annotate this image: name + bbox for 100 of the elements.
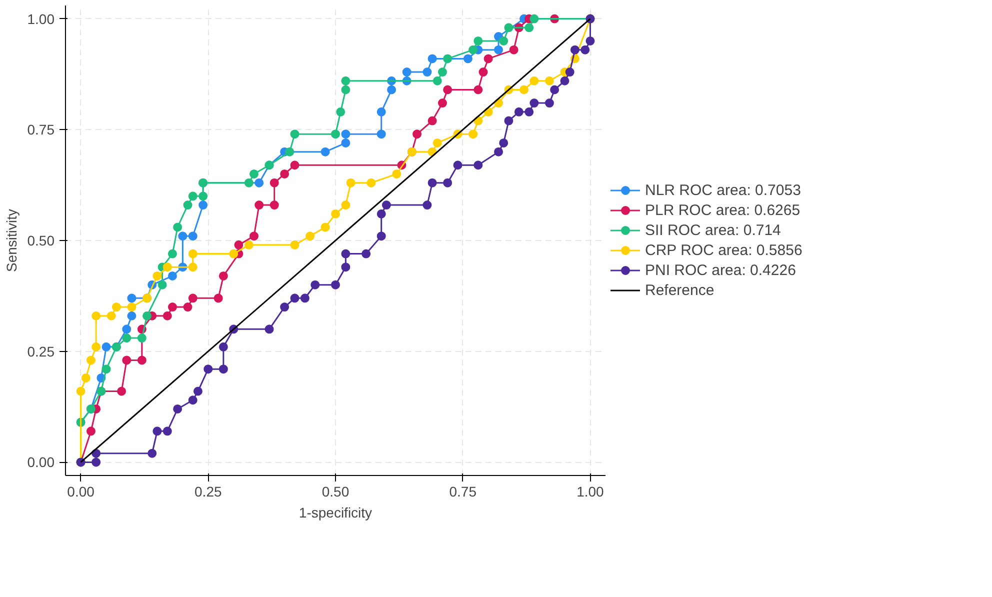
point	[290, 240, 300, 250]
point	[280, 302, 290, 312]
point	[341, 262, 350, 272]
point	[162, 262, 172, 272]
point	[152, 271, 162, 280]
x-tick-label: 0.25	[194, 484, 222, 500]
point	[519, 85, 528, 94]
point	[514, 107, 524, 116]
point	[254, 178, 264, 188]
point	[494, 45, 504, 54]
point	[290, 160, 300, 170]
point	[183, 200, 192, 210]
point	[183, 302, 192, 312]
point	[122, 356, 132, 365]
point	[204, 364, 213, 374]
point	[218, 364, 228, 374]
point	[550, 85, 560, 94]
point	[162, 426, 172, 436]
point	[565, 68, 574, 76]
point	[254, 200, 264, 210]
point	[504, 116, 514, 126]
point	[341, 200, 350, 210]
point	[127, 294, 136, 303]
point	[468, 130, 478, 139]
point	[249, 170, 258, 178]
y-tick-label: 1.00	[27, 10, 55, 27]
point	[137, 356, 146, 365]
point	[81, 373, 90, 382]
point	[280, 170, 290, 178]
y-axis-title: Sensitivity	[3, 208, 20, 272]
point	[198, 192, 208, 201]
legend-label: Reference	[645, 282, 714, 298]
point	[432, 138, 442, 148]
point	[92, 458, 101, 467]
y-tick-label: 0.00	[27, 454, 55, 470]
point	[412, 130, 422, 139]
point	[162, 311, 172, 320]
point	[474, 85, 483, 94]
point	[376, 232, 386, 241]
point	[290, 130, 300, 139]
point	[173, 222, 182, 232]
point	[92, 342, 101, 352]
point	[428, 178, 437, 188]
point	[376, 209, 386, 218]
point	[244, 178, 254, 188]
point	[524, 107, 534, 116]
x-tick-label: 1.00	[576, 484, 604, 500]
point	[570, 45, 580, 54]
legend-label: CRP ROC area: 0.5856	[645, 242, 802, 258]
point	[188, 294, 198, 303]
point	[152, 426, 162, 436]
point	[218, 271, 228, 280]
point	[331, 209, 340, 218]
point	[173, 404, 182, 414]
point	[168, 249, 177, 258]
point	[544, 76, 554, 86]
point	[438, 68, 447, 76]
point	[366, 178, 376, 188]
point	[285, 147, 294, 156]
point	[127, 311, 136, 320]
point	[484, 54, 493, 64]
point	[376, 130, 386, 139]
point	[387, 85, 396, 94]
point	[320, 147, 330, 156]
point	[117, 386, 126, 396]
point	[229, 249, 238, 258]
point	[341, 138, 350, 148]
point	[544, 98, 554, 108]
point	[112, 302, 121, 312]
y-tick-label: 0.25	[27, 343, 55, 360]
legend-label: SII ROC area: 0.714	[645, 222, 781, 238]
point	[376, 107, 386, 116]
point	[331, 130, 340, 139]
point	[86, 426, 96, 436]
point	[586, 36, 595, 46]
point	[290, 294, 300, 303]
point	[402, 68, 412, 76]
point	[336, 107, 346, 116]
point	[188, 396, 198, 405]
point	[509, 45, 518, 54]
point	[453, 160, 462, 170]
point	[148, 448, 157, 458]
point	[468, 45, 478, 54]
point	[86, 356, 96, 365]
point	[438, 98, 447, 108]
point	[474, 160, 483, 170]
point	[270, 178, 279, 188]
point	[158, 280, 167, 290]
point	[443, 85, 452, 94]
point	[341, 76, 350, 86]
point	[142, 311, 152, 320]
y-tick-label: 0.75	[27, 122, 55, 138]
point	[300, 294, 310, 303]
point	[168, 302, 177, 312]
point	[188, 249, 198, 258]
point	[76, 386, 86, 396]
point	[188, 262, 198, 272]
point	[193, 386, 202, 396]
point	[362, 249, 371, 258]
point	[92, 311, 101, 320]
